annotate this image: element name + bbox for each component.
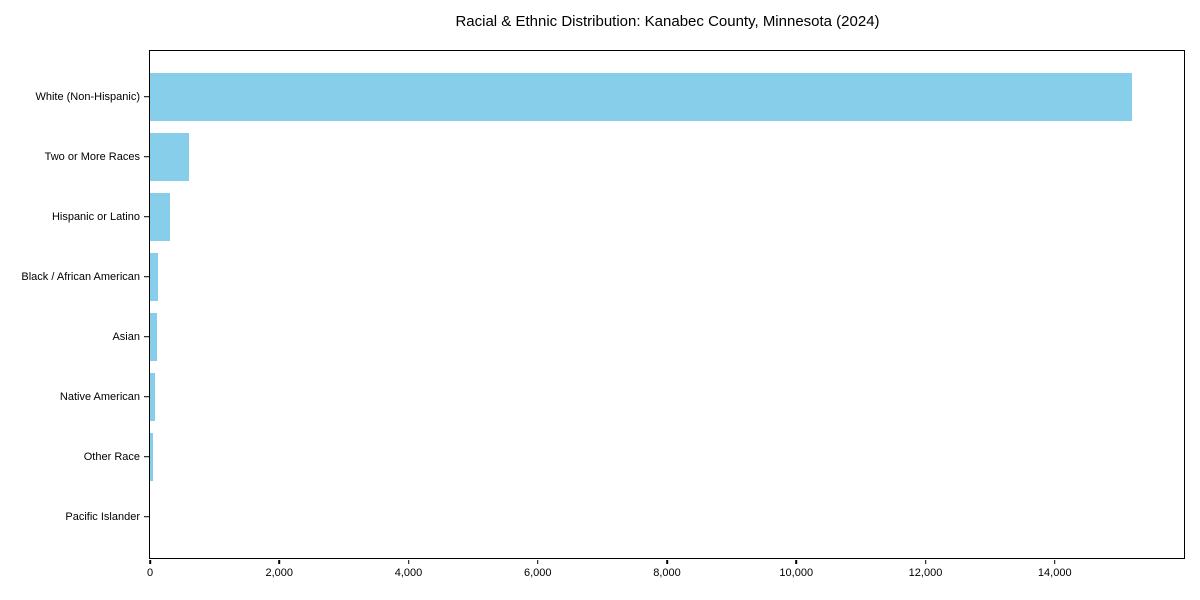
x-axis-tick (795, 559, 798, 564)
x-axis-tick (149, 559, 151, 564)
category-label: Pacific Islander (65, 510, 140, 523)
x-axis-tick-label: 12,000 (908, 567, 943, 579)
bar (150, 72, 1133, 121)
x-axis-tick-label: 6,000 (523, 567, 552, 579)
category-label: Native American (59, 390, 140, 403)
bar-row: Asian (112, 307, 1184, 367)
y-axis-tick (143, 275, 149, 278)
x-axis-tick (924, 559, 927, 564)
y-axis-tick (143, 515, 149, 518)
bar (150, 132, 189, 181)
y-axis-tick (143, 335, 149, 338)
bar-row: Hispanic or Latino (52, 187, 1184, 247)
x-axis-tick-label: 10,000 (779, 567, 814, 579)
chart-title: Racial & Ethnic Distribution: Kanabec Co… (455, 13, 880, 30)
bar (150, 372, 156, 421)
bar-row: White (Non-Hispanic) (35, 67, 1184, 127)
bar (150, 252, 158, 301)
x-axis-tick (407, 559, 410, 564)
x-axis-tick-label: 4,000 (394, 567, 423, 579)
y-axis-tick (143, 95, 149, 98)
bar-row: Two or More Races (45, 127, 1184, 187)
y-axis-tick (143, 155, 149, 158)
bar (150, 312, 157, 361)
x-axis-tick-label: 14,000 (1037, 567, 1072, 579)
x-axis-tick-label: 0 (146, 567, 154, 579)
x-axis-tick-label: 8,000 (653, 567, 681, 579)
bar-row: Pacific Islander (65, 487, 1184, 547)
y-axis-tick (143, 455, 149, 458)
category-label: Asian (112, 330, 140, 343)
category-label: Hispanic or Latino (51, 210, 140, 223)
bar (150, 192, 171, 241)
x-axis-tick-label: 2,000 (265, 567, 294, 579)
x-axis-tick (1053, 559, 1056, 564)
plot-area: White (Non-Hispanic) Two or More Races His… (21, 50, 1185, 579)
category-label: Other Race (83, 450, 140, 463)
x-axis-tick (536, 559, 539, 564)
bar-row: Other Race (84, 427, 1184, 487)
x-axis-tick (666, 559, 668, 564)
x-axis-tick (278, 559, 281, 564)
category-label: Two or More Races (44, 150, 140, 163)
y-axis-tick (143, 215, 149, 218)
bar (150, 432, 153, 481)
category-label: White (Non-Hispanic) (35, 90, 140, 103)
y-axis-tick (143, 395, 149, 398)
category-label: Black / African American (21, 270, 140, 283)
bar-row: Black / African American (21, 247, 1184, 307)
bar-row: Native American (60, 367, 1184, 427)
